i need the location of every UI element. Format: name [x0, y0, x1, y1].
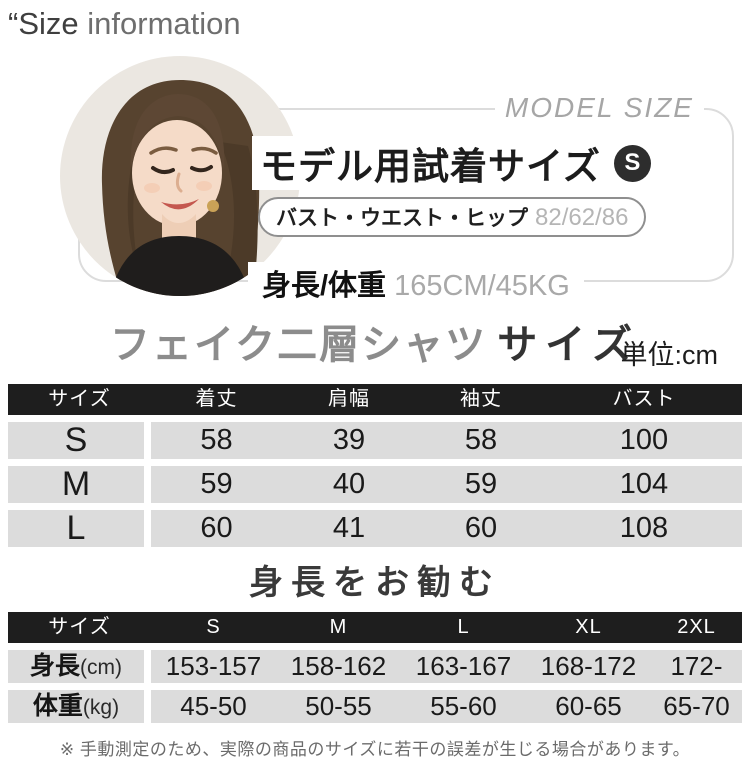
table-row: S 58 39 58 100 — [8, 422, 742, 459]
cell-value: 59 — [416, 466, 546, 503]
row-label: 体重(kg) — [8, 690, 151, 723]
cell-value: 40 — [282, 466, 416, 503]
cell-value: 104 — [546, 466, 742, 503]
cell-value: 58 — [151, 422, 282, 459]
page-title-light: information — [87, 6, 241, 41]
row-label-unit: (cm) — [80, 656, 122, 679]
cell-value: 41 — [282, 510, 416, 547]
cell-value: 100 — [546, 422, 742, 459]
garment-size-title-rest: サイズ — [497, 321, 640, 368]
recommend-th-s: S — [206, 616, 221, 638]
garment-size-title-accent: フェイク二層シャツ — [109, 321, 488, 368]
model-size-badge: S — [613, 144, 651, 182]
cell-value: 55-60 — [401, 690, 526, 723]
page-title: “Size information — [0, 0, 750, 42]
measurements-label: バスト・ウエスト・ヒップ — [276, 207, 528, 230]
model-size-tag: MODEL SIZE — [494, 92, 704, 124]
model-heading: モデル用試着サイズ — [260, 146, 601, 187]
garment-size-title: フェイク二層シャツ サイズ — [0, 314, 750, 376]
cell-value: 163-167 — [401, 650, 526, 683]
model-measurements-pill: バスト・ウエスト・ヒップ 82/62/86 — [258, 197, 647, 237]
garment-th-bust: バスト — [612, 388, 676, 410]
model-avatar-illustration — [60, 56, 300, 296]
recommend-th-size: サイズ — [48, 616, 111, 638]
model-photo — [60, 56, 300, 296]
height-recommend-title: 身長をお勧む — [249, 563, 501, 603]
cell-value: 172-175 — [651, 650, 742, 714]
recommend-table-header-row: サイズ S M L XL 2XL — [8, 612, 742, 643]
cell-value: 158-162 — [276, 650, 401, 683]
table-row: 身長(cm) 153-157 158-162 163-167 168-172 1… — [8, 650, 742, 714]
height-weight-line: 身長/体重 165CM/45KG — [248, 262, 584, 304]
recommend-th-xl: XL — [575, 616, 602, 638]
garment-th-length: 着丈 — [195, 388, 238, 410]
height-weight-label: 身長/体重 — [262, 270, 387, 302]
row-size-label: L — [8, 510, 151, 547]
height-recommend-table: サイズ S M L XL 2XL 身長(cm) 153-157 158-162 … — [8, 612, 742, 723]
cell-value: 59 — [151, 466, 282, 503]
cell-value: 60-65 — [526, 690, 651, 723]
table-row: M 59 40 59 104 — [8, 466, 742, 503]
unit-label: 単位:cm — [620, 340, 719, 370]
garment-th-shoulder: 肩幅 — [328, 388, 370, 410]
row-label-text: 身長 — [30, 652, 81, 680]
recommend-th-m: M — [329, 616, 348, 638]
cell-value: 153-157 — [151, 650, 276, 683]
garment-th-size: サイズ — [48, 388, 111, 410]
cell-value: 60 — [416, 510, 546, 547]
table-row: 体重(kg) 45-50 50-55 55-60 60-65 65-70 — [8, 690, 742, 723]
garment-th-sleeve: 袖丈 — [460, 388, 502, 410]
cell-value: 45-50 — [151, 690, 276, 723]
row-label-text: 体重 — [32, 692, 83, 720]
measurements-value: 82/62/86 — [535, 204, 629, 231]
measurement-disclaimer: ※ 手動測定のため、実際の商品のサイズに若干の誤差が生じる場合があります。 — [59, 740, 691, 759]
garment-size-table: サイズ 着丈 肩幅 袖丈 バスト S 58 39 58 100 M 59 40 … — [8, 384, 742, 547]
cell-value: 39 — [282, 422, 416, 459]
recommend-th-2xl: 2XL — [677, 616, 716, 638]
garment-size-title-row: フェイク二層シャツ サイズ 単位:cm — [0, 314, 750, 376]
cell-value: 58 — [416, 422, 546, 459]
height-weight-value: 165CM/45KG — [394, 270, 570, 302]
model-heading-row: モデル用試着サイズ S — [252, 136, 659, 190]
row-size-label: M — [8, 466, 151, 503]
row-label: 身長(cm) — [8, 650, 151, 683]
model-info-card: MODEL SIZE モデル用試着サイズ S バスト・ウエスト・ヒップ 8 — [0, 52, 750, 308]
recommend-th-l: L — [457, 616, 470, 638]
page-title-strong: “Size — [8, 6, 79, 41]
cell-value: 108 — [546, 510, 742, 547]
row-label-unit: (kg) — [82, 696, 120, 719]
cell-value: 50-55 — [276, 690, 401, 723]
cell-value: 168-172 — [526, 650, 651, 683]
cell-value: 60 — [151, 510, 282, 547]
garment-table-header-row: サイズ 着丈 肩幅 袖丈 バスト — [8, 384, 742, 415]
cell-value: 65-70 — [651, 690, 742, 723]
row-size-label: S — [8, 422, 151, 459]
table-row: L 60 41 60 108 — [8, 510, 742, 547]
